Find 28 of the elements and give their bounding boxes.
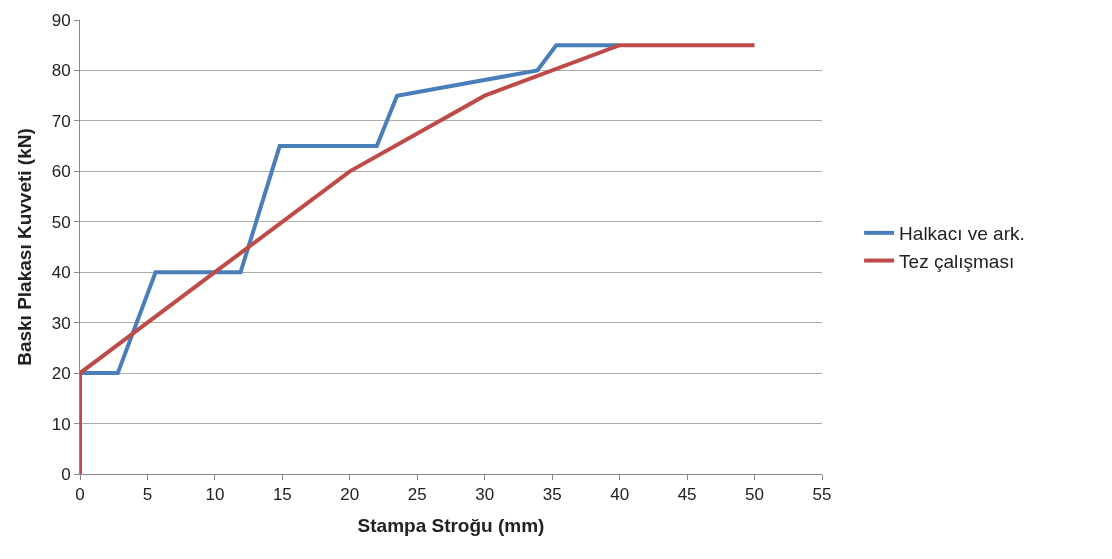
x-tick-label: 50 xyxy=(745,485,765,505)
x-tick-label: 10 xyxy=(205,485,225,505)
x-tick-label: 35 xyxy=(542,485,562,505)
y-tick-label: 0 xyxy=(61,464,71,484)
x-tick-label: 25 xyxy=(407,485,427,505)
legend-label: Halkacı ve ark. xyxy=(899,223,1025,245)
y-tick-label: 50 xyxy=(51,212,71,232)
x-tick-label: 45 xyxy=(677,485,697,505)
y-tick-label: 80 xyxy=(51,61,71,81)
y-tick-label: 30 xyxy=(51,313,71,333)
y-axis-title: Baskı Plakası Kuvveti (kN) xyxy=(13,128,35,366)
x-tick-label: 20 xyxy=(340,485,360,505)
x-tick-label: 0 xyxy=(75,485,85,505)
legend-label: Tez çalışması xyxy=(899,250,1015,272)
y-tick-label: 10 xyxy=(51,414,71,434)
y-tick-label: 90 xyxy=(51,10,71,30)
y-tick-label: 70 xyxy=(51,111,71,131)
x-axis-title: Stampa Stroğu (mm) xyxy=(357,515,545,537)
y-tick-label: 40 xyxy=(51,263,71,283)
line-series xyxy=(80,43,757,474)
x-tick-label: 55 xyxy=(812,485,832,505)
x-tick-label: 30 xyxy=(475,485,495,505)
line-series xyxy=(80,43,622,376)
x-tick-label: 40 xyxy=(610,485,630,505)
y-tick-label: 60 xyxy=(51,162,71,182)
x-tick-label: 15 xyxy=(272,485,292,505)
x-tick-label: 5 xyxy=(142,485,153,505)
y-tick-label: 20 xyxy=(51,364,71,384)
